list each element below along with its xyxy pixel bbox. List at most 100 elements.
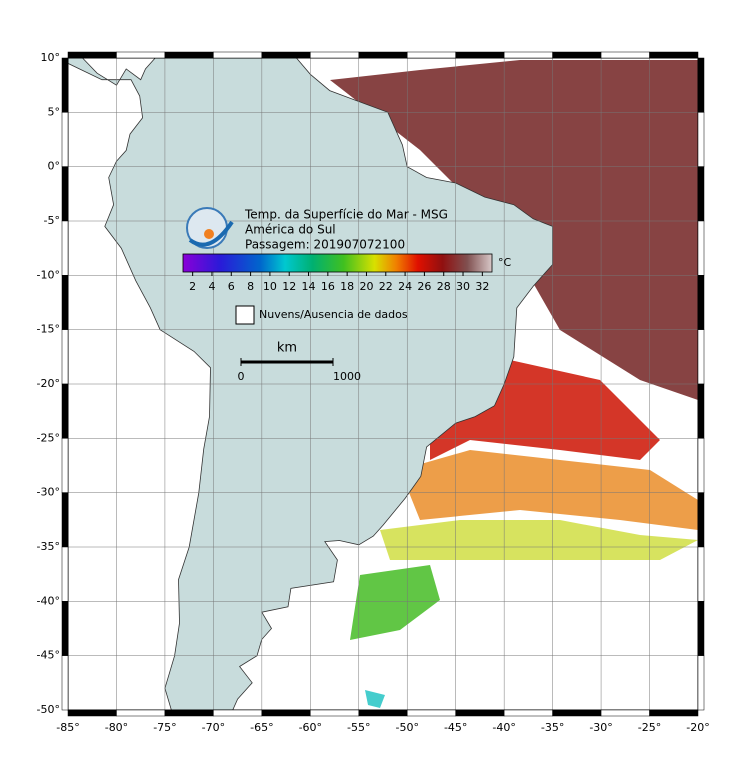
frame-segment <box>697 492 705 548</box>
cold-water <box>365 690 385 708</box>
frame-segment <box>116 709 166 717</box>
frame-segment <box>61 383 69 439</box>
colorbar-tick-label: 18 <box>340 280 354 293</box>
lon-tick-label: -45° <box>444 721 467 734</box>
frame-segment <box>61 601 69 656</box>
frame-segment <box>358 709 408 717</box>
lat-tick-label: -35° <box>37 540 60 553</box>
lon-tick-label: -60° <box>299 721 322 734</box>
logo <box>186 207 234 249</box>
frame-segment <box>503 51 553 59</box>
frame-segment <box>406 709 456 717</box>
frame-segment <box>310 709 360 717</box>
lat-tick-label: -25° <box>37 431 60 444</box>
scale-label: 0 <box>238 370 245 383</box>
frame-segment <box>61 166 69 222</box>
frame-segment <box>61 275 69 330</box>
frame-segment <box>358 51 408 59</box>
frame-segment <box>164 709 214 717</box>
lon-tick-label: -25° <box>638 721 661 734</box>
lat-tick-label: -15° <box>37 323 60 336</box>
map-area <box>68 58 698 710</box>
colorbar-tick-label: 8 <box>247 280 254 293</box>
colorbar-tick-label: 32 <box>475 280 489 293</box>
scale-unit: km <box>277 341 297 356</box>
title-line: América do Sul <box>245 223 336 237</box>
cool-water <box>350 565 440 640</box>
frame-segment <box>61 655 69 711</box>
title-line: Passagem: 201907072100 <box>245 238 405 252</box>
frame-segment <box>406 51 456 59</box>
lon-tick-label: -75° <box>153 721 176 734</box>
colorbar-tick-label: 12 <box>282 280 296 293</box>
frame-segment <box>455 709 505 717</box>
scale-label: 1000 <box>333 370 361 383</box>
frame-segment <box>213 51 263 59</box>
frame-segment <box>697 438 705 493</box>
lon-tick-label: -20° <box>686 721 709 734</box>
lat-tick-label: -20° <box>37 377 60 390</box>
lat-tick-label: -30° <box>37 486 60 499</box>
scale-bar: 0 1000 km <box>238 341 362 384</box>
frame-segment <box>261 51 311 59</box>
frame-segment <box>61 492 69 548</box>
frame-segment <box>697 329 705 385</box>
frame-segment <box>61 112 69 167</box>
frame-segment <box>503 709 553 717</box>
frame-segment <box>697 112 705 167</box>
lon-tick-label: -80° <box>105 721 128 734</box>
frame-segment <box>67 709 117 717</box>
lon-tick-label: -55° <box>347 721 370 734</box>
frame-segment <box>61 438 69 493</box>
frame-segment <box>600 709 650 717</box>
lon-tick-label: -65° <box>250 721 273 734</box>
mid-water <box>380 520 698 560</box>
frame-segment <box>61 329 69 385</box>
frame-segment <box>697 275 705 330</box>
colorbar-tick-label: 10 <box>263 280 277 293</box>
lat-tick-label: -5° <box>44 214 60 227</box>
frame-segment <box>697 220 705 276</box>
lon-tick-label: -40° <box>492 721 515 734</box>
colorbar-tick-label: 30 <box>456 280 470 293</box>
frame-segment <box>552 709 602 717</box>
frame-segment <box>310 51 360 59</box>
colorbar-tick-label: 22 <box>379 280 393 293</box>
frame-segment <box>164 51 214 59</box>
lon-tick-label: -30° <box>589 721 612 734</box>
colorbar-tick-label: 28 <box>437 280 451 293</box>
frame-segment <box>697 166 705 222</box>
frame-segment <box>116 51 166 59</box>
frame-segment <box>213 709 263 717</box>
frame-segment <box>697 655 705 711</box>
frame-segment <box>649 709 699 717</box>
lat-tick-label: 5° <box>48 105 61 118</box>
frame-ticks <box>61 51 705 717</box>
lon-tick-label: -85° <box>56 721 79 734</box>
lat-tick-label: 0° <box>48 160 61 173</box>
frame-segment <box>261 709 311 717</box>
colorbar-tick-label: 14 <box>302 280 316 293</box>
lon-tick-label: -50° <box>395 721 418 734</box>
frame-segment <box>455 51 505 59</box>
lat-tick-label: -50° <box>37 703 60 716</box>
title-line: Temp. da Superfície do Mar - MSG <box>244 208 448 222</box>
frame-segment <box>61 220 69 276</box>
colorbar: 2 4 6 8 10 12 14 16 18 20 22 24 26 28 30 32°C <box>182 253 512 293</box>
colorbar-tick-label: 20 <box>359 280 373 293</box>
colorbar-unit: °C <box>498 256 512 269</box>
lon-tick-label: -35° <box>541 721 564 734</box>
lon-tick-label: -70° <box>202 721 225 734</box>
colorbar-tick-label: 24 <box>398 280 412 293</box>
mid-water <box>400 450 698 530</box>
frame-segment <box>600 51 650 59</box>
lat-tick-label: -40° <box>37 594 60 607</box>
frame-segment <box>67 51 117 59</box>
legend-label: Nuvens/Ausencia de dados <box>259 308 408 321</box>
frame-segment <box>697 546 705 602</box>
colorbar-tick-label: 6 <box>228 280 235 293</box>
frame-segment <box>697 383 705 439</box>
frame-segment <box>61 57 69 113</box>
lat-tick-label: -45° <box>37 649 60 662</box>
